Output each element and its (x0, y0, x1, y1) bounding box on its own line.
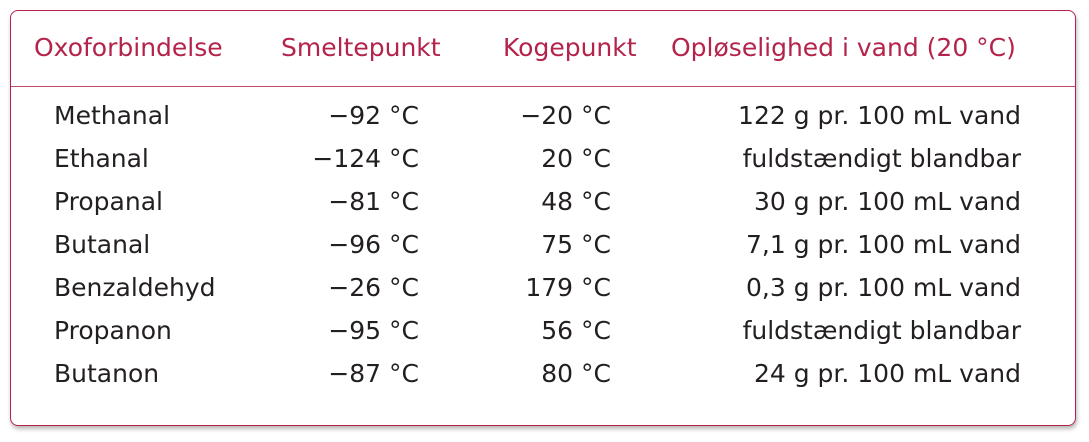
table-row: Benzaldehyd −26 °C 179 °C 0,3 g pr. 100 … (11, 267, 1075, 309)
header-kogepunkt: Kogepunkt (503, 33, 637, 62)
cell-compound: Butanal (54, 230, 151, 259)
cell-boiling-point: −20 °C (520, 101, 611, 130)
cell-melting-point: −96 °C (328, 230, 419, 259)
header-oploselighed: Opløselighed i vand (20 °C) (671, 33, 1016, 62)
cell-compound: Propanon (54, 316, 172, 345)
cell-melting-point: −92 °C (328, 101, 419, 130)
cell-melting-point: −124 °C (312, 144, 419, 173)
cell-solubility: fuldstændigt blandbar (742, 316, 1021, 345)
table-row: Butanal −96 °C 75 °C 7,1 g pr. 100 mL va… (11, 224, 1075, 266)
cell-boiling-point: 179 °C (525, 273, 611, 302)
table-row: Methanal −92 °C −20 °C 122 g pr. 100 mL … (11, 95, 1075, 137)
cell-boiling-point: 20 °C (541, 144, 611, 173)
cell-solubility: 7,1 g pr. 100 mL vand (746, 230, 1021, 259)
table-row: Propanal −81 °C 48 °C 30 g pr. 100 mL va… (11, 181, 1075, 223)
cell-boiling-point: 56 °C (541, 316, 611, 345)
cell-solubility: 122 g pr. 100 mL vand (738, 101, 1021, 130)
data-table: Oxoforbindelse Smeltepunkt Kogepunkt Opl… (10, 10, 1076, 426)
table-header: Oxoforbindelse Smeltepunkt Kogepunkt Opl… (11, 11, 1075, 87)
table-row: Propanon −95 °C 56 °C fuldstændigt bland… (11, 310, 1075, 352)
header-oxoforbindelse: Oxoforbindelse (34, 33, 223, 62)
cell-compound: Butanon (54, 359, 160, 388)
cell-melting-point: −87 °C (328, 359, 419, 388)
cell-boiling-point: 48 °C (541, 187, 611, 216)
cell-boiling-point: 75 °C (541, 230, 611, 259)
cell-compound: Ethanal (54, 144, 149, 173)
cell-melting-point: −26 °C (328, 273, 419, 302)
table-row: Ethanal −124 °C 20 °C fuldstændigt bland… (11, 138, 1075, 180)
cell-melting-point: −81 °C (328, 187, 419, 216)
cell-compound: Methanal (54, 101, 171, 130)
cell-compound: Propanal (54, 187, 163, 216)
cell-compound: Benzaldehyd (54, 273, 216, 302)
table-row: Butanon −87 °C 80 °C 24 g pr. 100 mL van… (11, 353, 1075, 395)
cell-solubility: 30 g pr. 100 mL vand (753, 187, 1021, 216)
cell-solubility: 24 g pr. 100 mL vand (753, 359, 1021, 388)
cell-solubility: 0,3 g pr. 100 mL vand (746, 273, 1021, 302)
cell-boiling-point: 80 °C (541, 359, 611, 388)
cell-melting-point: −95 °C (328, 316, 419, 345)
header-smeltepunkt: Smeltepunkt (281, 33, 441, 62)
cell-solubility: fuldstændigt blandbar (742, 144, 1021, 173)
